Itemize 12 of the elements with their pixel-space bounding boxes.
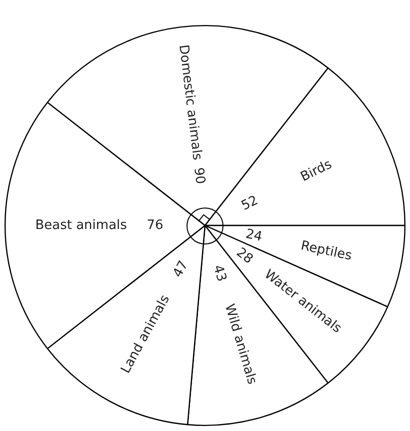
data-label: 47	[170, 258, 192, 280]
data-label: 24	[244, 226, 264, 245]
data-label: 43	[210, 263, 229, 284]
slice-label: Wild animals	[221, 302, 260, 386]
slice-label: Beast animals	[35, 218, 128, 233]
data-label: 76	[146, 218, 164, 233]
data-label: 52	[239, 193, 261, 214]
data-label: 90	[190, 166, 208, 185]
data-label: 28	[233, 245, 256, 268]
slice-label: Reptiles	[299, 238, 354, 264]
slice-label: Birds	[298, 157, 334, 185]
slice-label: Domestic animals	[176, 44, 205, 162]
